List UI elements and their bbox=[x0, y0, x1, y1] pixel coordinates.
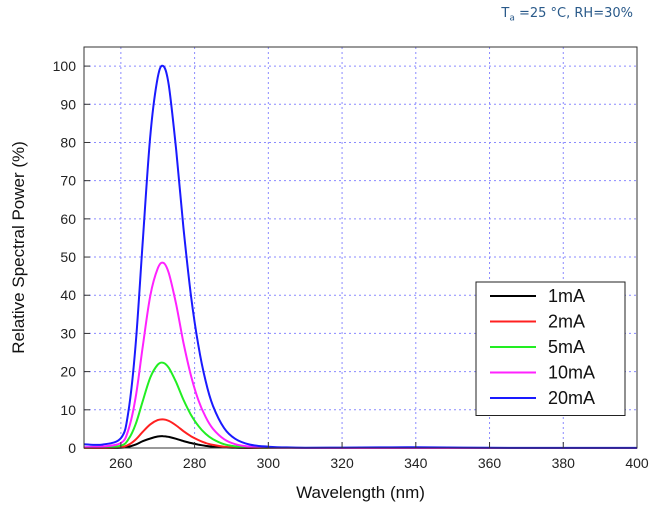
legend-label-5mA: 5mA bbox=[548, 337, 585, 357]
legend-box bbox=[475, 281, 626, 416]
ticks: 260 280 300 320 340 360 380 400 0 10 20 30 40 50 60 70 8… bbox=[53, 58, 649, 471]
x-tick-label: 400 bbox=[625, 455, 649, 471]
legend-label-2mA: 2mA bbox=[548, 312, 585, 332]
y-tick-label: 30 bbox=[60, 325, 76, 341]
y-tick-label: 60 bbox=[60, 211, 76, 227]
x-tick-label: 260 bbox=[109, 455, 133, 471]
legend-label-10mA: 10mA bbox=[548, 363, 595, 383]
temperature-symbol: T bbox=[501, 6, 510, 21]
x-axis-title: Wavelength (nm) bbox=[296, 483, 425, 502]
grid bbox=[84, 47, 637, 448]
temperature-subscript: a bbox=[509, 13, 515, 24]
y-tick-label: 10 bbox=[60, 402, 76, 418]
y-tick-label: 50 bbox=[60, 249, 76, 265]
series-line-2mA bbox=[84, 418, 637, 450]
y-tick-label: 80 bbox=[60, 134, 76, 150]
plot-frame bbox=[83, 46, 638, 449]
y-tick-label: 20 bbox=[60, 364, 76, 380]
y-tick-label: 100 bbox=[53, 58, 77, 74]
y-axis-title: Relative Spectral Power (%) bbox=[9, 141, 28, 354]
series-line-1mA bbox=[84, 435, 637, 450]
x-tick-label: 280 bbox=[183, 455, 207, 471]
x-tick-label: 380 bbox=[552, 455, 576, 471]
y-tick-label: 90 bbox=[60, 96, 76, 112]
y-tick-label: 0 bbox=[68, 440, 76, 456]
x-tick-label: 300 bbox=[257, 455, 281, 471]
x-tick-label: 320 bbox=[330, 455, 354, 471]
conditions-text: =25 °C, RH=30% bbox=[514, 6, 633, 21]
legend: 1mA 2mA 5mA 10mA 20mA bbox=[475, 281, 626, 416]
legend-label-20mA: 20mA bbox=[548, 388, 595, 408]
x-tick-label: 360 bbox=[478, 455, 502, 471]
y-tick-label: 70 bbox=[60, 173, 76, 189]
x-tick-label: 340 bbox=[404, 455, 428, 471]
y-tick-label: 40 bbox=[60, 287, 76, 303]
legend-label-1mA: 1mA bbox=[548, 286, 585, 306]
measurement-conditions: Ta =25 °C, RH=30% bbox=[501, 6, 633, 24]
